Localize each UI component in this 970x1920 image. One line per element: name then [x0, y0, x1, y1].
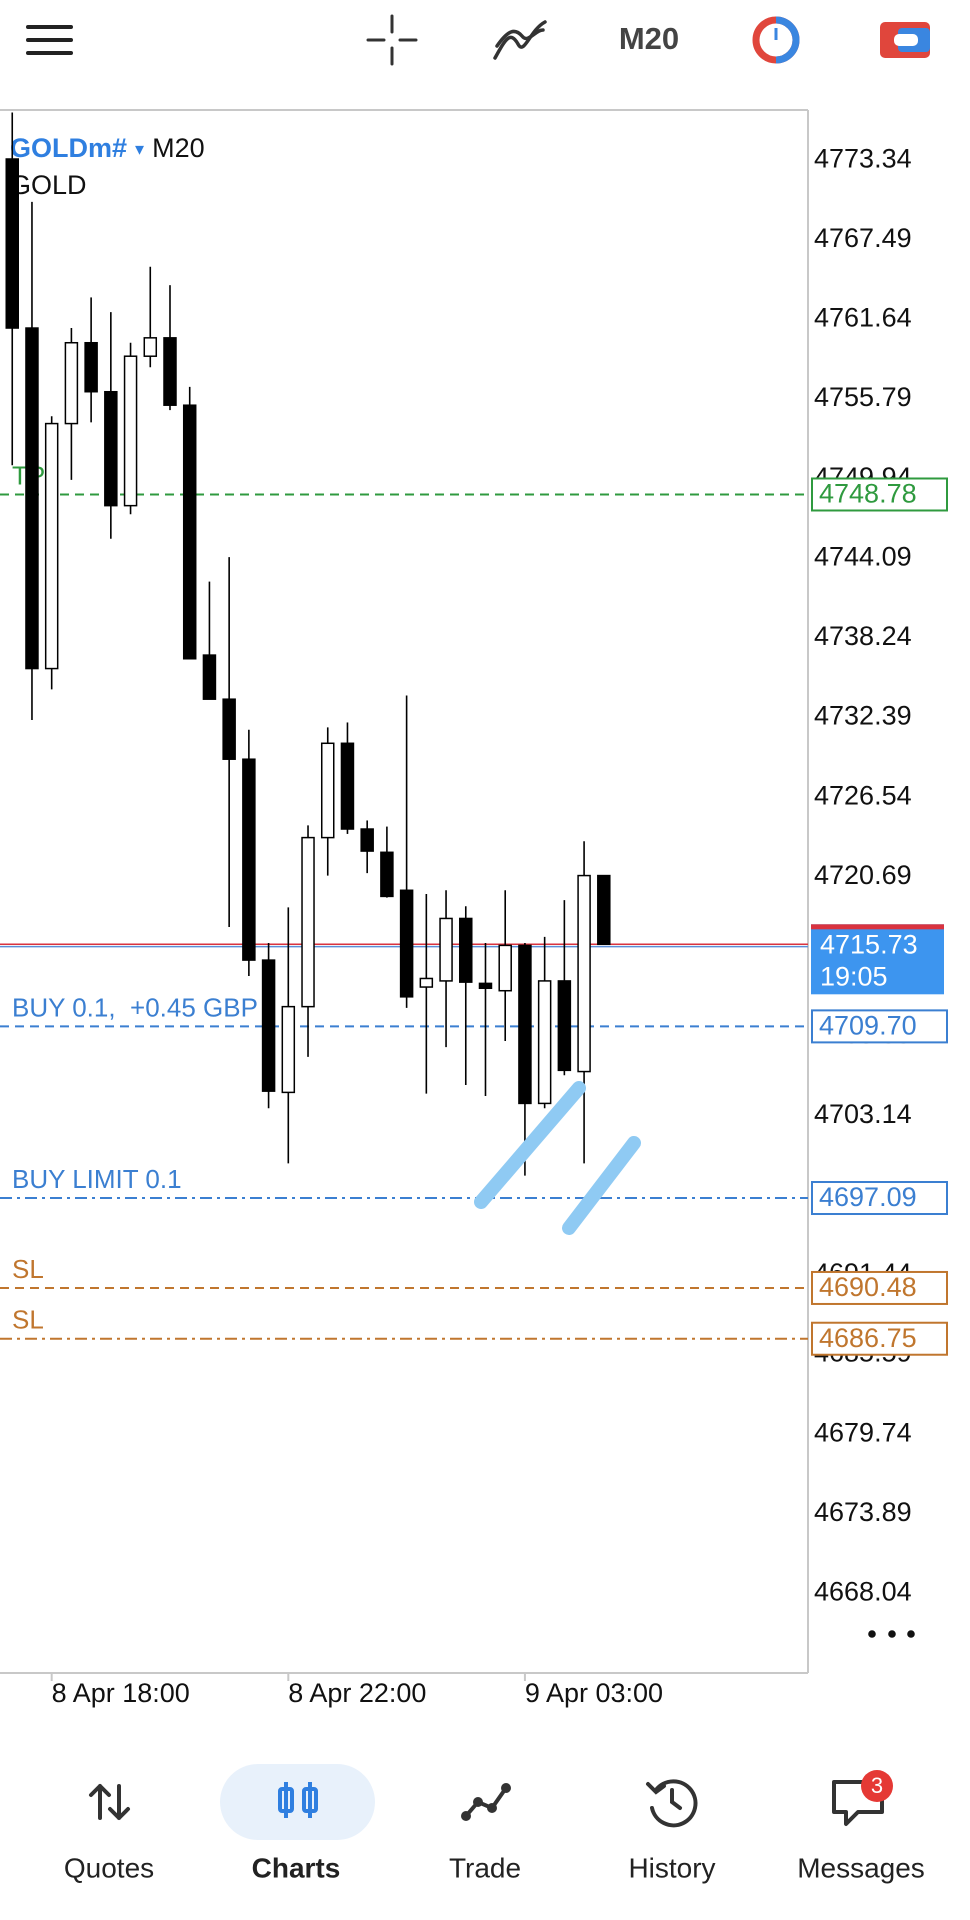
candle-body — [143, 337, 158, 357]
candle-body — [577, 874, 591, 1073]
candle-body — [182, 404, 197, 660]
y-tick-label: 4720.69 — [814, 860, 912, 890]
y-tick-label: 4679.74 — [814, 1417, 912, 1447]
bottom-navigation: 3 Quotes Charts Trade History Messages — [64, 1764, 925, 1883]
indicators-button[interactable] — [493, 20, 547, 60]
candle-body — [340, 742, 355, 830]
symbol[interactable]: GOLDm# — [10, 133, 127, 163]
candle-body — [163, 337, 177, 406]
nav-label[interactable]: Trade — [449, 1852, 521, 1883]
y-tick-label: 4703.14 — [814, 1099, 912, 1129]
candle-body — [320, 742, 335, 839]
candle-body — [261, 959, 276, 1092]
candle-body — [360, 828, 374, 852]
candle-body — [439, 917, 453, 982]
y-tick-label: 4744.09 — [814, 541, 912, 571]
candle-body — [104, 390, 118, 507]
candle-body — [537, 980, 552, 1105]
candle-body — [281, 1005, 296, 1094]
crosshair-button[interactable] — [366, 14, 418, 66]
x-tick-label: 8 Apr 18:00 — [52, 1678, 190, 1708]
candle-body — [498, 944, 512, 992]
quotes-icon[interactable] — [89, 1784, 130, 1820]
charts-icon[interactable] — [278, 1782, 318, 1818]
bid-price-box — [811, 924, 944, 995]
nav-label[interactable]: Quotes — [64, 1852, 154, 1883]
toolbar: M20 — [26, 14, 930, 66]
symbol-dropdown[interactable]: ▾ — [135, 139, 144, 159]
nav-label[interactable]: Charts — [252, 1852, 341, 1883]
candle-body — [301, 836, 315, 1008]
trade-icon[interactable] — [461, 1783, 511, 1821]
bid-price-marker — [811, 924, 944, 930]
chart-area: 4773.344767.494761.644755.794749.944744.… — [0, 109, 948, 1708]
y-tick-label: 4738.24 — [814, 621, 912, 651]
candle-body — [557, 980, 572, 1072]
y-tick-label: 4732.39 — [814, 701, 912, 731]
level-price-box — [811, 1270, 948, 1305]
level-label: BUY 0.1, +0.45 GBP — [12, 992, 258, 1022]
candle-body — [64, 341, 79, 425]
messages-icon[interactable]: 3 — [832, 1770, 893, 1826]
history-icon[interactable] — [646, 1779, 698, 1828]
x-tick-label: 8 Apr 22:00 — [288, 1678, 426, 1708]
level-price-box — [811, 1181, 948, 1216]
level-price: 4697.09 — [819, 1182, 917, 1212]
candle-body — [222, 698, 236, 760]
y-tick-label: 4673.89 — [814, 1497, 912, 1527]
bid-price: 4715.73 — [820, 929, 918, 959]
symbol-info: GOLDm# ▾ M20 — [10, 133, 205, 163]
level-price: 4686.75 — [819, 1323, 917, 1353]
nav-label[interactable]: History — [628, 1852, 715, 1883]
active-tab-highlight — [220, 1764, 375, 1840]
y-tick-label: 4761.64 — [814, 303, 912, 333]
drawing-stroke — [474, 1081, 586, 1209]
nav-label[interactable]: Messages — [797, 1852, 925, 1883]
candle-body — [478, 982, 493, 990]
more-dot[interactable] — [868, 1630, 876, 1638]
more-dot[interactable] — [888, 1630, 896, 1638]
one-click-toggle[interactable] — [880, 22, 930, 58]
chart-timeframe: M20 — [152, 133, 205, 163]
candle-body — [399, 889, 414, 998]
level-price: 4709.70 — [819, 1011, 917, 1041]
timeframe-button[interactable]: M20 — [619, 21, 679, 56]
level-label: SL — [12, 1254, 44, 1284]
y-tick-label: 4773.34 — [814, 143, 912, 173]
candle-body — [459, 917, 473, 983]
candle-body — [380, 851, 394, 898]
level-label: SL — [12, 1305, 44, 1335]
level-price: 4748.78 — [819, 479, 917, 509]
candle-body — [518, 944, 532, 1105]
candle-body — [597, 874, 611, 946]
candle-body — [84, 341, 98, 393]
y-tick-label: 4755.79 — [814, 382, 912, 412]
candle-body — [44, 422, 59, 670]
y-tick-label: 4668.04 — [814, 1577, 912, 1607]
level-price-box — [811, 1009, 948, 1044]
menu-button[interactable] — [26, 25, 73, 55]
drawing-stroke — [562, 1136, 641, 1235]
candle-body — [242, 758, 256, 961]
candle-body — [25, 327, 39, 670]
x-tick-label: 9 Apr 03:00 — [525, 1678, 663, 1708]
candle-body — [202, 654, 217, 700]
y-tick-label: 4726.54 — [814, 780, 912, 810]
y-tick-label: 4767.49 — [814, 223, 912, 253]
symbol-description: GOLD — [10, 170, 87, 200]
trade-clock-button[interactable] — [752, 16, 800, 64]
candle-body — [5, 158, 19, 329]
level-price-box — [811, 1321, 948, 1356]
more-dot[interactable] — [907, 1630, 915, 1638]
level-label: BUY LIMIT 0.1 — [12, 1164, 182, 1194]
bar-timer: 19:05 — [820, 961, 888, 991]
candle-body — [419, 977, 434, 988]
message-badge: 3 — [871, 1773, 883, 1798]
candle-body — [123, 355, 138, 507]
level-price-box — [811, 477, 948, 512]
level-price: 4690.48 — [819, 1272, 917, 1302]
